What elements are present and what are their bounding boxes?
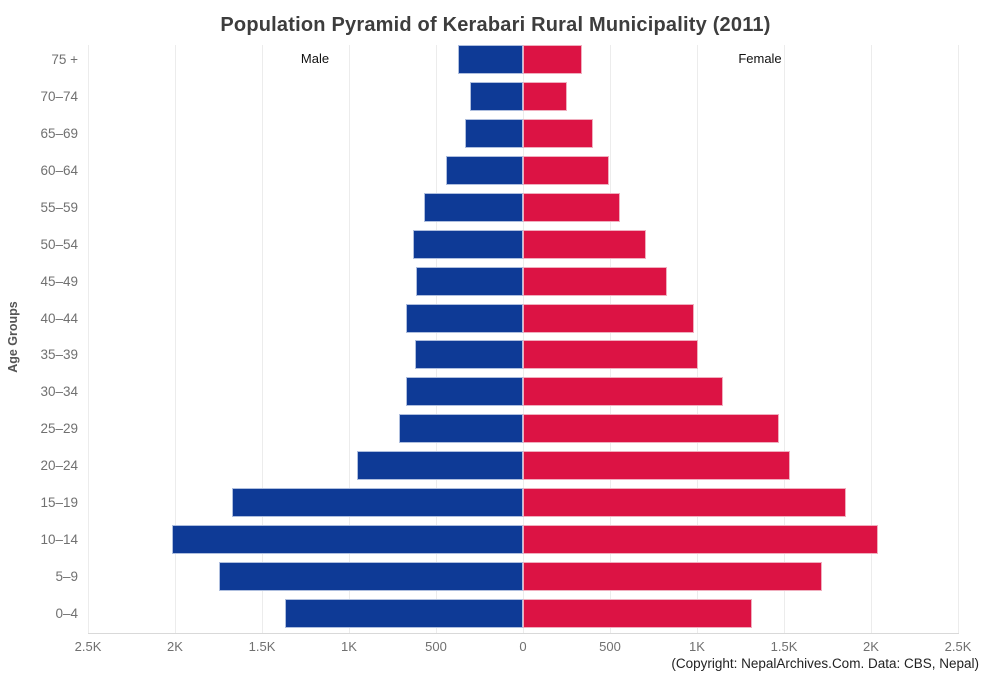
bar-female-50–54[interactable] bbox=[523, 229, 646, 259]
x-tick-label: 500 bbox=[599, 639, 621, 654]
gridline bbox=[88, 45, 89, 633]
gridline bbox=[871, 45, 872, 633]
bar-male-55–59[interactable] bbox=[423, 192, 523, 222]
bar-female-35–39[interactable] bbox=[523, 340, 698, 370]
x-tick-label: 2K bbox=[863, 639, 879, 654]
gridline bbox=[958, 45, 959, 633]
y-tick-label: 50–54 bbox=[40, 236, 78, 252]
x-axis-line bbox=[88, 633, 959, 634]
bar-female-20–24[interactable] bbox=[523, 451, 791, 481]
x-tick-label: 1.5K bbox=[770, 639, 798, 654]
y-tick-label: 15–19 bbox=[40, 495, 78, 511]
y-tick-label: 20–24 bbox=[40, 458, 78, 474]
bar-male-5–9[interactable] bbox=[219, 562, 523, 592]
x-tick-label: 1K bbox=[341, 639, 357, 654]
x-tick-label: 0 bbox=[519, 639, 527, 654]
gridline bbox=[436, 45, 437, 633]
y-tick-label: 25–29 bbox=[40, 421, 78, 437]
y-tick-label: 0–4 bbox=[55, 605, 78, 621]
bar-male-35–39[interactable] bbox=[415, 340, 523, 370]
bar-female-0–4[interactable] bbox=[523, 598, 752, 628]
bar-female-25–29[interactable] bbox=[523, 414, 779, 444]
bar-female-70–74[interactable] bbox=[523, 81, 567, 111]
bar-male-65–69[interactable] bbox=[464, 118, 523, 148]
bar-female-60–64[interactable] bbox=[523, 155, 610, 185]
bar-male-20–24[interactable] bbox=[356, 451, 523, 481]
gridline bbox=[697, 45, 698, 633]
bar-female-45–49[interactable] bbox=[523, 266, 667, 296]
y-tick-label: 45–49 bbox=[40, 273, 78, 289]
x-tick-label: 2K bbox=[167, 639, 183, 654]
chart-title: Population Pyramid of Kerabari Rural Mun… bbox=[220, 14, 771, 36]
bar-female-75+[interactable] bbox=[523, 45, 583, 74]
y-tick-label: 75 + bbox=[51, 52, 78, 67]
bar-male-50–54[interactable] bbox=[413, 229, 523, 259]
x-tick-label: 1.5K bbox=[248, 639, 276, 654]
y-tick-label: 5–9 bbox=[55, 569, 78, 585]
bar-male-15–19[interactable] bbox=[231, 488, 523, 518]
bar-female-10–14[interactable] bbox=[523, 525, 878, 555]
y-tick-label: 35–39 bbox=[40, 347, 78, 363]
bar-male-25–29[interactable] bbox=[398, 414, 523, 444]
y-tick-label: 10–14 bbox=[40, 532, 78, 548]
y-tick-label: 40–44 bbox=[40, 310, 78, 326]
bar-female-15–19[interactable] bbox=[523, 488, 846, 518]
gridline bbox=[610, 45, 611, 633]
bar-female-30–34[interactable] bbox=[523, 377, 724, 407]
x-tick-label: 500 bbox=[425, 639, 447, 654]
bar-male-40–44[interactable] bbox=[406, 303, 523, 333]
bar-male-10–14[interactable] bbox=[171, 525, 523, 555]
y-tick-label: 70–74 bbox=[40, 88, 78, 104]
bar-female-40–44[interactable] bbox=[523, 303, 695, 333]
bar-male-30–34[interactable] bbox=[405, 377, 523, 407]
y-tick-label: 55–59 bbox=[40, 199, 78, 215]
x-tick-label: 1K bbox=[689, 639, 705, 654]
gridline bbox=[349, 45, 350, 633]
bar-male-45–49[interactable] bbox=[415, 266, 523, 296]
female-series-label: Female bbox=[738, 51, 782, 66]
y-tick-label: 30–34 bbox=[40, 384, 78, 400]
y-tick-label: 65–69 bbox=[40, 125, 78, 141]
male-series-label: Male bbox=[300, 51, 330, 66]
bar-male-70–74[interactable] bbox=[469, 81, 523, 111]
bar-male-0–4[interactable] bbox=[285, 598, 523, 628]
bar-female-5–9[interactable] bbox=[523, 562, 823, 592]
x-tick-label: 2.5K bbox=[74, 639, 102, 654]
gridline bbox=[262, 45, 263, 633]
gridline bbox=[175, 45, 176, 633]
gridline bbox=[784, 45, 785, 633]
bar-female-65–69[interactable] bbox=[523, 118, 593, 148]
copyright-note: (Copyright: NepalArchives.Com. Data: CBS… bbox=[671, 656, 979, 671]
y-axis-title: Age Groups bbox=[6, 301, 20, 373]
bar-female-55–59[interactable] bbox=[523, 192, 620, 222]
bar-male-60–64[interactable] bbox=[446, 155, 523, 185]
bar-male-75+[interactable] bbox=[457, 45, 523, 74]
y-tick-label: 60–64 bbox=[40, 162, 78, 178]
plot-area bbox=[88, 45, 959, 633]
x-tick-label: 2.5K bbox=[944, 639, 972, 654]
gridline bbox=[523, 45, 524, 633]
